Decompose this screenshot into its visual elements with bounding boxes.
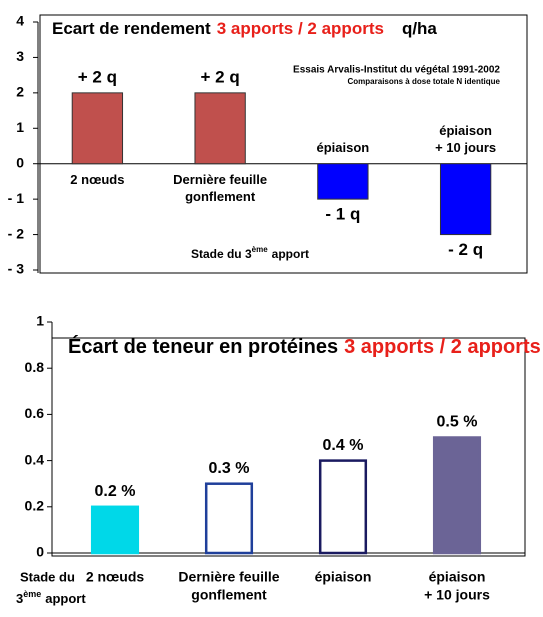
y-tick-label: 0.2 — [25, 498, 45, 514]
chart-title: Écart de teneur en protéines 3 apports / … — [68, 335, 543, 358]
x-tick-label: épiaison — [317, 140, 370, 155]
chart-frame — [39, 14, 528, 274]
title-highlight: 3 apports / 2 apports — [344, 336, 541, 358]
x-tick-label: gonflement — [185, 189, 256, 204]
x-tick-label: gonflement — [191, 587, 267, 603]
title-text: Ecart de rendement — [52, 19, 211, 38]
y-tick-label: - 3 — [8, 261, 25, 277]
subtitle: Essais Arvalis-Institut du végétal 1991-… — [293, 65, 500, 76]
y-tick-label: 0.6 — [25, 405, 45, 421]
x-tick-label: 2 nœuds — [70, 172, 124, 187]
bar — [317, 163, 369, 200]
subtitle: Comparaisons à dose totale N identique — [348, 77, 501, 86]
x-label-part: 3 — [16, 591, 23, 606]
x-label-part: apport — [272, 247, 309, 261]
bar — [318, 459, 368, 555]
x-label-part: Stade du 3 — [191, 247, 252, 261]
y-tick-label: - 2 — [8, 225, 25, 241]
x-tick-label: épiaison — [429, 569, 486, 585]
y-tick-label: 1 — [36, 313, 44, 329]
y-tick-label: 3 — [16, 48, 24, 64]
x-tick-label: Dernière feuille — [173, 172, 267, 187]
value-label: 0.2 % — [95, 483, 136, 500]
x-axis-label: Stade du 3ème apport — [191, 245, 309, 261]
x-label-sup: ème — [23, 589, 41, 599]
y-tick-label: 0.8 — [25, 359, 45, 375]
x-label-sup: ème — [252, 245, 269, 254]
y-tick-label: 1 — [16, 119, 24, 135]
bar — [439, 163, 492, 236]
y-tick-label: 0 — [36, 544, 44, 560]
y-tick-label: 4 — [16, 13, 24, 29]
chart-title: Ecart de rendement 3 apports / 2 apports q… — [52, 19, 437, 38]
title-highlight: 3 apports / 2 apports — [217, 19, 384, 38]
value-label: - 2 q — [448, 240, 483, 259]
value-label: 0.3 % — [209, 460, 250, 477]
x-tick-label: Dernière feuille — [178, 569, 279, 585]
bar — [204, 482, 254, 555]
y-tick-label: 0 — [16, 154, 24, 170]
y-tick-label: 2 — [16, 84, 24, 100]
value-label: + 2 q — [201, 67, 240, 86]
x-tick-label: épiaison — [315, 569, 372, 585]
x-tick-label: épiaison — [439, 123, 492, 138]
bar — [432, 436, 482, 555]
x-tick-label: + 10 jours — [435, 140, 496, 155]
title-text: Écart de teneur en protéines — [68, 335, 338, 358]
value-label: 0.5 % — [437, 414, 478, 431]
x-tick-label: 2 nœuds — [86, 569, 145, 585]
bar — [194, 92, 246, 165]
y-tick-label: 0.4 — [25, 451, 45, 467]
bar — [71, 92, 124, 165]
value-label: - 1 q — [325, 205, 360, 224]
title-unit: q/ha — [402, 19, 437, 38]
x-axis-label: Stade du — [20, 569, 75, 584]
bar — [90, 505, 140, 555]
x-tick-label: + 10 jours — [424, 587, 490, 603]
value-label: 0.4 % — [323, 437, 364, 454]
y-tick-label: - 1 — [8, 190, 25, 206]
x-label-part: apport — [45, 591, 86, 606]
value-label: + 2 q — [78, 67, 117, 86]
x-axis-label: 3ème apport — [16, 589, 86, 606]
